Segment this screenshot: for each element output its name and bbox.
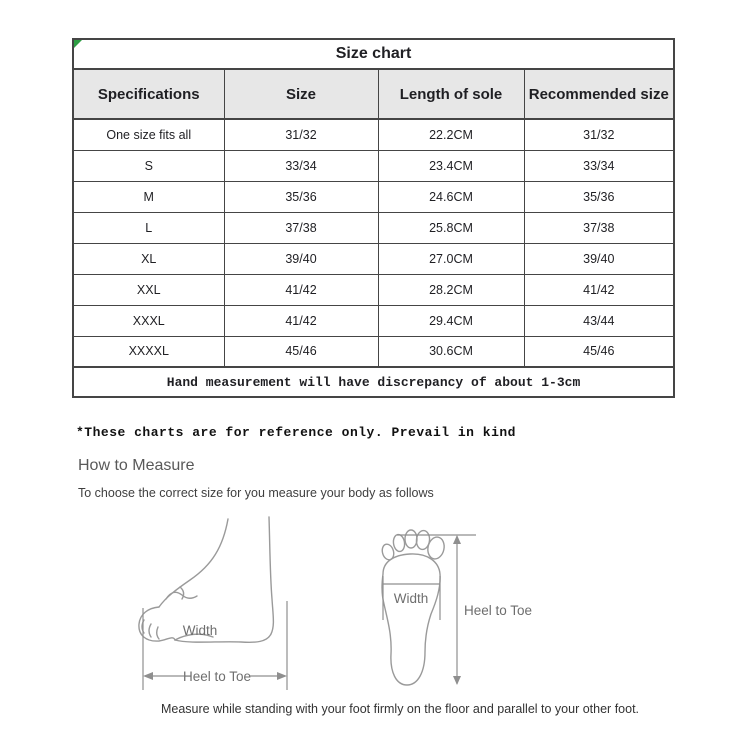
size-chart-table: Size chart Specifications Size Length of… xyxy=(72,38,676,398)
column-header-length-of-sole: Length of sole xyxy=(377,68,525,120)
footprint-outline-icon xyxy=(381,529,445,686)
table-cell: 39/40 xyxy=(523,242,675,275)
table-title-row: Size chart xyxy=(72,38,675,70)
table-cell: 41/42 xyxy=(223,304,379,337)
table-cell: 45/46 xyxy=(223,335,379,368)
table-row: S 33/34 23.4CM 33/34 xyxy=(72,149,675,182)
table-cell: XL xyxy=(72,242,225,275)
table-header-row: Specifications Size Length of sole Recom… xyxy=(72,68,675,120)
table-cell: 22.2CM xyxy=(377,118,525,151)
table-cell: 41/42 xyxy=(523,273,675,306)
side-foot-diagram: Width Heel to Toe xyxy=(128,513,313,695)
table-cell: 23.4CM xyxy=(377,149,525,182)
table-cell: 39/40 xyxy=(223,242,379,275)
table-cell: 30.6CM xyxy=(377,335,525,368)
table-footer-note: Hand measurement will have discrepancy o… xyxy=(72,366,675,398)
table-row: XXXXL 45/46 30.6CM 45/46 xyxy=(72,335,675,368)
table-cell: 35/36 xyxy=(223,180,379,213)
table-cell: XXXL xyxy=(72,304,225,337)
table-row: XL 39/40 27.0CM 39/40 xyxy=(72,242,675,275)
table-cell: 43/44 xyxy=(523,304,675,337)
table-cell: 27.0CM xyxy=(377,242,525,275)
table-cell: 28.2CM xyxy=(377,273,525,306)
heel-to-toe-label: Heel to Toe xyxy=(464,603,532,618)
table-cell: 45/46 xyxy=(523,335,675,368)
size-chart-section: Size chart Specifications Size Length of… xyxy=(72,38,676,398)
green-corner-marker-icon xyxy=(74,40,82,48)
sole-measures xyxy=(382,534,476,685)
table-title: Size chart xyxy=(72,38,675,70)
table-cell: 37/38 xyxy=(223,211,379,244)
table-cell: 35/36 xyxy=(523,180,675,213)
column-header-specifications: Specifications xyxy=(72,68,225,120)
table-row: XXXL 41/42 29.4CM 43/44 xyxy=(72,304,675,337)
measure-footnote: Measure while standing with your foot fi… xyxy=(160,702,640,716)
table-row: M 35/36 24.6CM 35/36 xyxy=(72,180,675,213)
table-cell: M xyxy=(72,180,225,213)
table-cell: 24.6CM xyxy=(377,180,525,213)
table-cell: 33/34 xyxy=(223,149,379,182)
table-row: L 37/38 25.8CM 37/38 xyxy=(72,211,675,244)
table-cell: 41/42 xyxy=(223,273,379,306)
table-cell: 29.4CM xyxy=(377,304,525,337)
table-cell: XXL xyxy=(72,273,225,306)
table-cell: One size fits all xyxy=(72,118,225,151)
column-header-recommended-size: Recommended size xyxy=(523,68,675,120)
how-to-measure-subheading: To choose the correct size for you measu… xyxy=(78,486,434,500)
table-cell: S xyxy=(72,149,225,182)
table-cell: 33/34 xyxy=(523,149,675,182)
table-cell: 31/32 xyxy=(523,118,675,151)
reference-note: *These charts are for reference only. Pr… xyxy=(76,425,516,440)
sole-foot-diagram: Width Heel to Toe xyxy=(352,512,552,697)
table-row: One size fits all 31/32 22.2CM 31/32 xyxy=(72,118,675,151)
table-cell: XXXXL xyxy=(72,335,225,368)
column-header-size: Size xyxy=(223,68,379,120)
table-row: XXL 41/42 28.2CM 41/42 xyxy=(72,273,675,306)
side-foot-outline-icon xyxy=(138,516,275,643)
table-cell: L xyxy=(72,211,225,244)
width-label: Width xyxy=(183,623,218,638)
how-to-measure-heading: How to Measure xyxy=(78,457,195,474)
table-footer-row: Hand measurement will have discrepancy o… xyxy=(72,366,675,398)
heel-to-toe-label: Heel to Toe xyxy=(183,669,251,684)
table-cell: 37/38 xyxy=(523,211,675,244)
width-label: Width xyxy=(394,591,429,606)
table-cell: 31/32 xyxy=(223,118,379,151)
heel-to-toe-measure xyxy=(142,601,288,690)
table-cell: 25.8CM xyxy=(377,211,525,244)
